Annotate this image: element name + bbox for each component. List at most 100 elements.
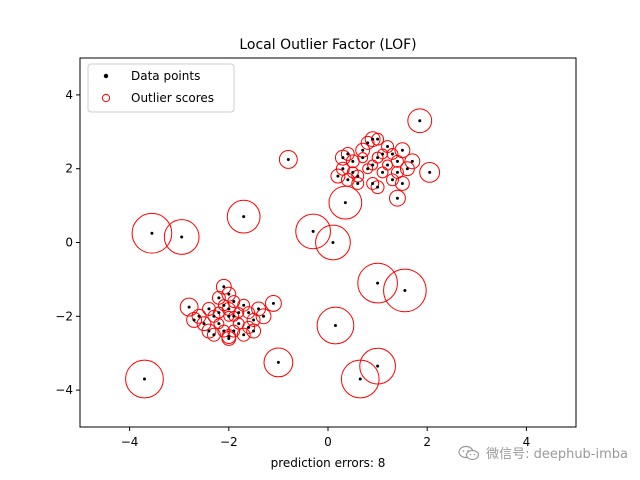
outlier-score-circle	[394, 176, 410, 191]
data-point	[390, 178, 394, 182]
data-point	[212, 333, 216, 337]
outlier-score-circle	[255, 308, 272, 325]
y-tick-label: 2	[65, 162, 73, 176]
outlier-score-circle	[386, 173, 399, 187]
x-axis-label: prediction errors: 8	[271, 456, 386, 470]
data-point	[227, 292, 231, 296]
outlier-score-circle	[367, 159, 379, 171]
data-point	[386, 145, 390, 149]
data-point	[376, 156, 380, 160]
outlier-score-circle	[263, 347, 294, 378]
data-point	[381, 152, 385, 156]
legend-marker-data-points	[103, 73, 109, 79]
data-point	[242, 303, 246, 307]
data-point	[341, 167, 345, 171]
outlier-score-circle	[246, 323, 262, 339]
outlier-score-circle	[163, 219, 200, 255]
outlier-score-circles	[125, 108, 441, 399]
data-point	[276, 360, 280, 364]
outlier-score-circle	[394, 142, 411, 159]
data-point	[227, 307, 231, 311]
data-point	[346, 152, 350, 156]
outlier-score-circle	[201, 323, 217, 339]
data-point	[227, 335, 231, 339]
data-point	[247, 325, 251, 329]
data-point	[358, 377, 362, 381]
data-point	[242, 333, 246, 337]
data-point	[217, 322, 221, 326]
data-point	[222, 285, 226, 289]
outlier-score-circle	[221, 286, 237, 302]
data-point	[227, 314, 231, 318]
data-point	[371, 181, 375, 185]
data-point	[187, 305, 191, 309]
outlier-score-circle	[346, 166, 359, 179]
data-point	[217, 311, 221, 315]
data-point	[366, 167, 370, 171]
data-point	[271, 301, 275, 305]
data-point	[418, 119, 422, 123]
plot-area	[125, 108, 441, 399]
outlier-score-circle	[407, 108, 433, 134]
data-point	[207, 307, 211, 311]
data-point	[142, 377, 146, 381]
data-point	[222, 329, 226, 333]
outlier-score-circle	[186, 312, 203, 328]
data-point	[395, 170, 399, 174]
outlier-score-circle	[242, 306, 256, 320]
outlier-score-circle	[357, 152, 369, 164]
data-point	[386, 163, 390, 167]
data-point	[366, 141, 370, 145]
outlier-score-circle	[419, 161, 441, 183]
data-point	[222, 303, 226, 307]
data-point	[311, 229, 315, 233]
data-point	[207, 329, 211, 333]
outlier-score-circle	[242, 320, 256, 334]
outlier-score-circle	[334, 149, 351, 166]
x-tick-label: 4	[523, 435, 531, 449]
data-point	[331, 241, 335, 244]
data-point	[341, 156, 345, 160]
watermark-text: 微信号: deephub-imba	[486, 447, 628, 462]
outlier-score-circle	[213, 318, 225, 330]
data-point	[212, 314, 216, 318]
outlier-score-circle	[206, 327, 221, 342]
outlier-score-circle	[315, 224, 351, 261]
data-point	[242, 215, 246, 219]
data-point	[428, 170, 432, 174]
data-point	[180, 235, 184, 239]
data-point	[237, 311, 241, 315]
data-point	[400, 148, 404, 152]
data-point	[376, 185, 380, 189]
y-tick-label: −2	[55, 309, 73, 323]
outlier-score-circle	[227, 324, 241, 338]
wechat-icon	[458, 445, 480, 460]
outlier-score-circle	[357, 262, 398, 304]
data-point	[237, 322, 241, 326]
data-point	[202, 322, 206, 326]
outlier-score-circle	[386, 147, 399, 160]
outlier-score-circle	[316, 306, 355, 345]
outlier-score-circle	[191, 308, 207, 324]
legend: Data points Outlier scores	[87, 63, 235, 113]
data-point	[252, 318, 256, 322]
data-point	[376, 137, 380, 141]
outlier-score-circle	[328, 185, 363, 220]
y-tick-label: −4	[55, 383, 73, 397]
data-point	[150, 231, 154, 235]
outlier-score-circle	[233, 307, 245, 319]
outlier-score-circle	[359, 347, 396, 385]
data-point	[376, 281, 380, 285]
data-point	[403, 288, 407, 292]
outlier-score-circle	[330, 168, 346, 184]
outlier-score-circle	[265, 294, 282, 312]
outlier-score-circle	[221, 329, 237, 345]
data-point	[405, 167, 409, 171]
x-tick-label: −4	[121, 435, 139, 449]
data-point	[197, 314, 201, 318]
x-tick-label: 2	[423, 435, 431, 449]
data-point	[371, 137, 375, 141]
outlier-score-circle	[125, 359, 164, 399]
data-point	[247, 311, 251, 315]
